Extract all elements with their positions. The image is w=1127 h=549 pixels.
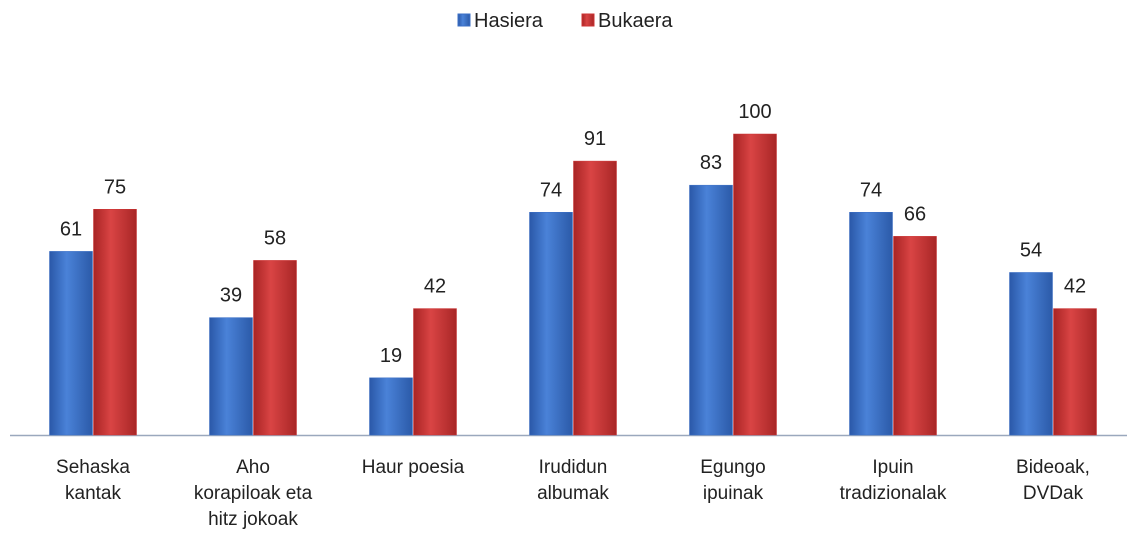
bar (1053, 308, 1097, 436)
bar (413, 308, 457, 436)
bar (573, 160, 617, 436)
legend-label: Hasiera (474, 10, 544, 32)
data-label: 42 (1064, 276, 1086, 298)
x-tick-label: Sehaska kantak (56, 457, 130, 504)
bar (253, 260, 297, 436)
bar (529, 212, 573, 436)
bar (689, 184, 733, 436)
data-label: 91 (584, 128, 606, 150)
data-label: 58 (264, 227, 286, 249)
bar (849, 212, 893, 436)
bar (733, 133, 777, 436)
bar (209, 317, 253, 436)
data-label: 83 (700, 152, 722, 174)
x-tick-label: Ipuin tradizionalak (839, 457, 947, 504)
data-label: 74 (540, 179, 562, 201)
data-label: 39 (220, 285, 242, 307)
bar (369, 377, 413, 436)
legend-swatch (581, 13, 595, 27)
data-label: 75 (104, 176, 126, 198)
x-tick-label: Egungo ipuinak (700, 457, 766, 504)
bar (1009, 272, 1053, 436)
data-label: 100 (738, 101, 771, 123)
data-label: 74 (860, 179, 882, 201)
x-tick-label: Bideoak, DVDak (1016, 457, 1090, 504)
x-tick-label: Haur poesia (361, 457, 465, 478)
bar (893, 236, 937, 436)
x-tick-label: Irudidun albumak (537, 457, 609, 504)
x-tick-label: Aho korapiloak eta hitz jokoak (193, 457, 313, 530)
data-label: 61 (60, 218, 82, 240)
bar (93, 209, 137, 436)
data-label: 42 (424, 276, 446, 298)
data-label: 54 (1020, 239, 1042, 261)
data-label: 19 (380, 345, 402, 367)
legend-swatch (457, 13, 471, 27)
legend-label: Bukaera (598, 10, 673, 32)
data-label: 66 (904, 203, 926, 225)
bar (49, 251, 93, 436)
